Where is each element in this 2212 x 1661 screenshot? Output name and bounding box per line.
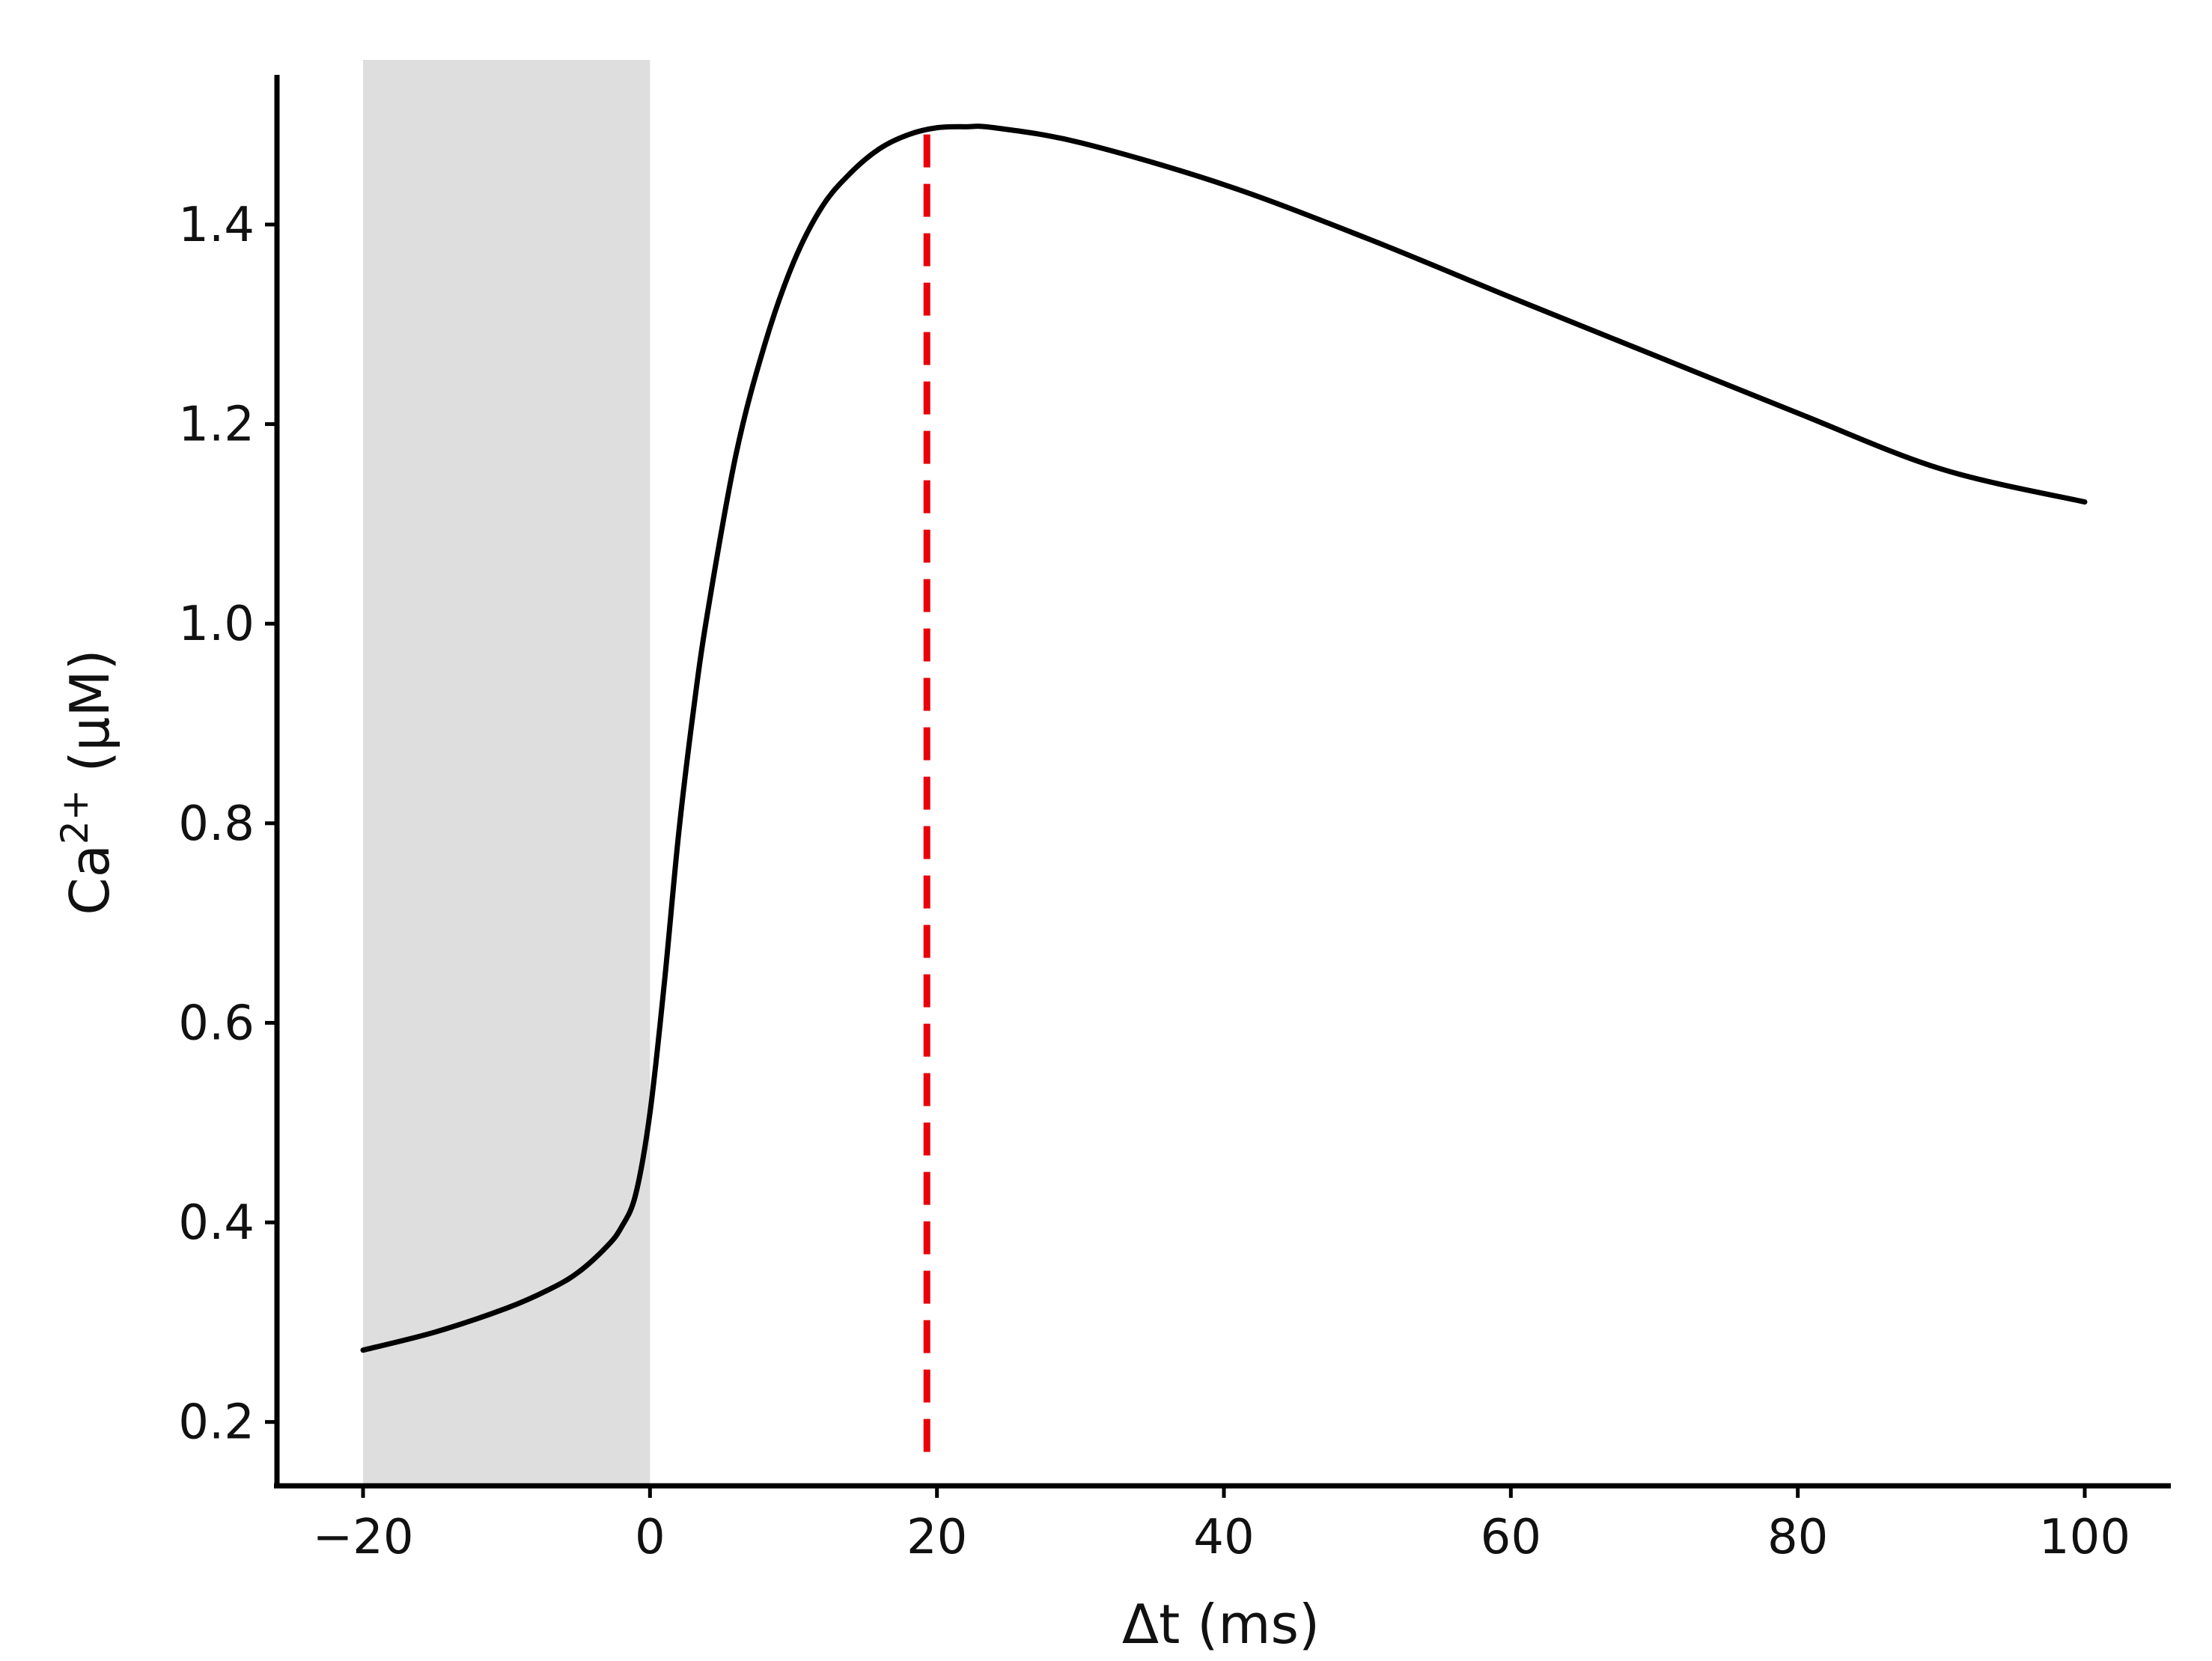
y-tick-label: 1.0	[178, 597, 255, 652]
x-tick-label: 40	[1193, 1510, 1254, 1565]
x-tick-label: 80	[1767, 1510, 1828, 1565]
y-axis-label: Ca2+ (μM)	[53, 649, 121, 915]
x-tick-label: 100	[2039, 1510, 2130, 1565]
x-ticks: −20 0 20 40 60 80 100	[312, 1486, 2130, 1565]
y-tick-label: 0.6	[178, 996, 255, 1051]
x-axis-label: Δt (ms)	[1122, 1593, 1320, 1656]
y-axis-label-base: Ca	[58, 844, 121, 915]
x-tick-label: 0	[635, 1510, 665, 1565]
x-tick-label: 60	[1481, 1510, 1541, 1565]
y-tick-label: 0.8	[178, 796, 255, 852]
y-ticks: 0.2 0.4 0.6 0.8 1.0 1.2 1.4	[178, 198, 277, 1451]
x-tick-label: −20	[312, 1510, 413, 1565]
y-tick-label: 1.2	[178, 397, 255, 453]
series-layer	[360, 124, 2088, 1353]
x-tick-label: 20	[907, 1510, 967, 1565]
y-tick-label: 0.2	[178, 1395, 255, 1451]
series-line-0	[360, 124, 2088, 1353]
y-axis-label-unit: (μM)	[58, 649, 121, 789]
y-tick-label: 1.4	[178, 198, 255, 253]
y-axis-label-superscript: 2+	[53, 789, 97, 844]
y-tick-label: 0.4	[178, 1195, 255, 1251]
shaded-region	[363, 60, 651, 1486]
